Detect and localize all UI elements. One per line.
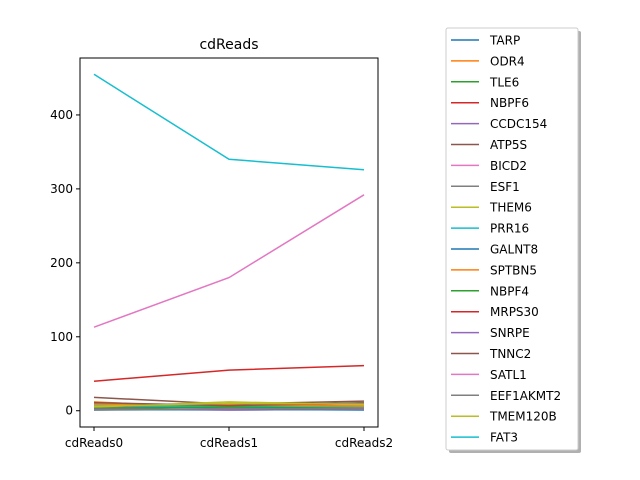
legend-item: GALNT8 [451,243,538,257]
x-axis: cdReads0 cdReads1 cdReads2 [65,427,393,450]
series-line-tmem120b [93,402,365,408]
chart-title: cdReads [199,37,258,53]
legend-label: ATP5S [490,138,527,152]
y-axis: 0 100 200 300 400 [50,108,80,418]
legend-item: TLE6 [451,75,519,89]
x-tick-label: cdReads2 [335,436,393,450]
legend-label: NBPF6 [490,96,529,110]
legend-label: GALNT8 [490,243,538,257]
legend-label: TNNC2 [489,347,531,361]
legend-item: SATL1 [451,368,527,382]
legend-item: PRR16 [451,222,529,236]
legend-item: SPTBN5 [451,263,537,277]
series-line-eef1akmt2 [93,407,365,411]
legend-label: MRPS30 [490,305,539,319]
legend-item: MRPS30 [451,305,539,319]
legend-label: CCDC154 [490,117,547,131]
series-layer [93,73,365,411]
legend-item: ESF1 [451,180,520,194]
x-tick-label: cdReads1 [200,436,258,450]
legend-label: SATL1 [490,368,527,382]
x-tick-label: cdReads0 [65,436,123,450]
legend-label: SPTBN5 [490,263,537,277]
legend-item: BICD2 [451,159,527,173]
legend-label: ODR4 [490,54,525,68]
legend-label: TLE6 [489,75,519,89]
legend-item: FAT3 [451,431,518,445]
legend-item: TNNC2 [451,347,531,361]
legend-item: CCDC154 [451,117,547,131]
legend-label: EEF1AKMT2 [490,389,561,403]
legend-item: SNRPE [451,326,530,340]
y-tick-label: 200 [50,256,73,270]
legend-box [445,27,579,451]
series-line-mrps30 [93,364,365,382]
legend-label: FAT3 [490,431,518,445]
y-tick-label: 300 [50,182,73,196]
y-tick-label: 100 [50,330,73,344]
legend-item: NBPF6 [451,96,529,110]
series-line-satl1 [93,194,365,328]
legend-item: NBPF4 [451,284,529,298]
legend-label: PRR16 [490,222,529,236]
legend-entries: TARP ODR4 TLE6 NBPF6 CCDC154 ATP5S BICD2 ESF1 TH… [451,34,561,445]
legend-item: TMEM120B [451,410,557,424]
legend-item: EEF1AKMT2 [451,389,561,403]
legend-label: SNRPE [490,326,530,340]
series-line-nbpf4 [93,406,365,410]
legend-label: TMEM120B [489,410,557,424]
legend-item: ATP5S [451,138,527,152]
plot-area [80,58,378,427]
legend-label: BICD2 [490,159,527,173]
series-line-fat3 [93,73,365,171]
legend-item: ODR4 [451,54,525,68]
legend-item: TARP [451,34,520,48]
y-tick-label: 400 [50,108,73,122]
legend: TARP ODR4 TLE6 NBPF6 CCDC154 ATP5S BICD2 ESF1 TH… [445,27,581,453]
legend-label: THEM6 [489,201,532,215]
legend-item: THEM6 [451,201,532,215]
legend-label: ESF1 [490,180,520,194]
legend-label: TARP [489,34,520,48]
legend-label: NBPF4 [490,284,529,298]
y-tick-label: 0 [65,404,73,418]
